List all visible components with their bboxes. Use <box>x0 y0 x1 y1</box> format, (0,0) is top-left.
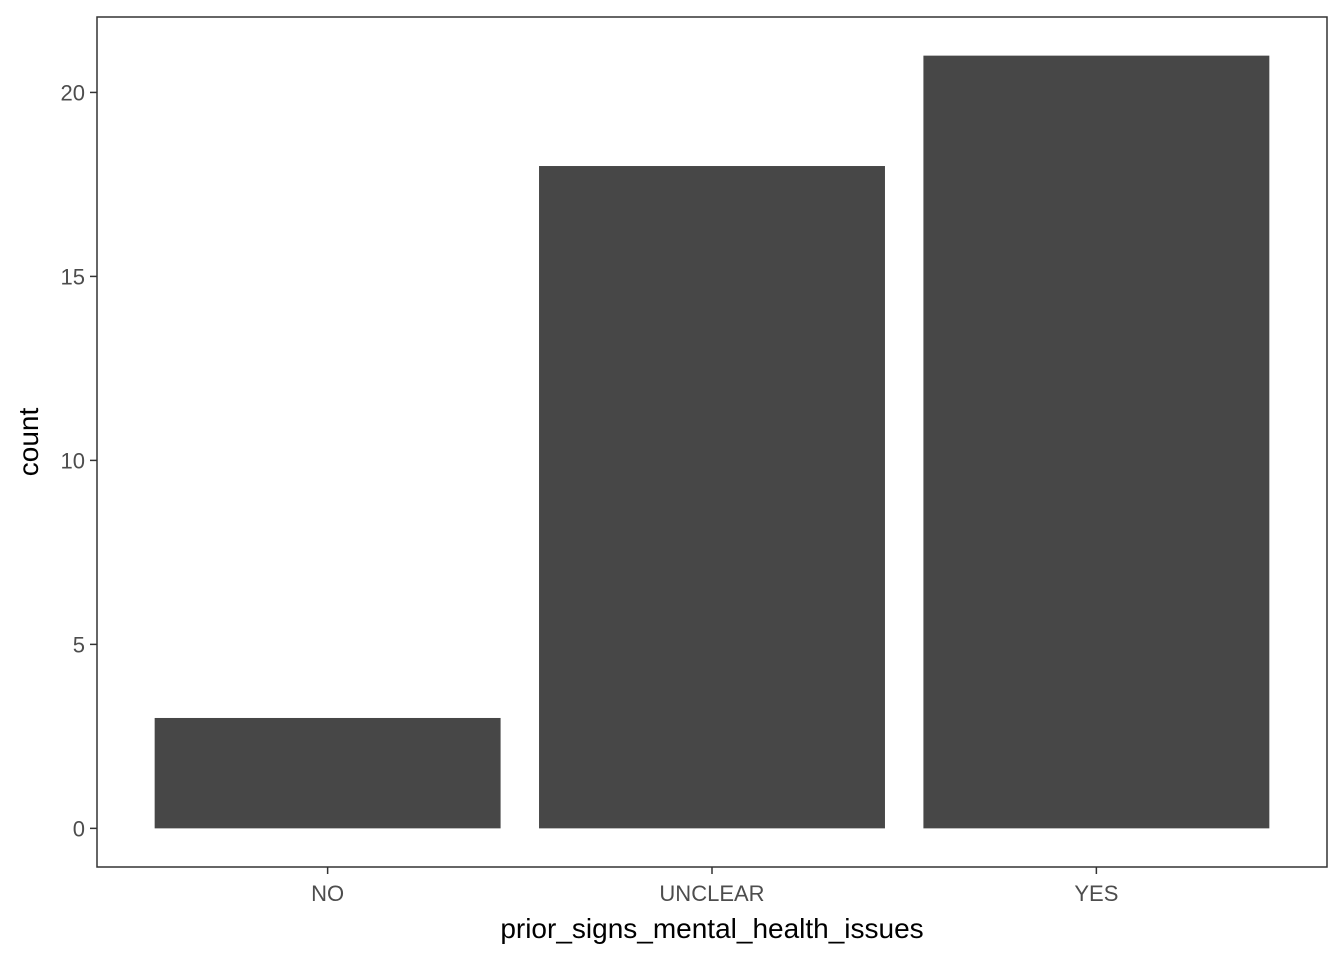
bar-no <box>154 717 501 829</box>
y-tick-label: 0 <box>73 816 85 841</box>
bar-unclear <box>539 166 885 829</box>
x-tick-label-unclear: UNCLEAR <box>659 881 764 906</box>
y-tick-label: 15 <box>61 264 85 289</box>
y-axis: 0 5 10 15 20 <box>61 80 97 841</box>
y-tick-label: 10 <box>61 448 85 473</box>
x-axis: NO UNCLEAR YES <box>311 867 1118 906</box>
x-axis-title: prior_signs_mental_health_issues <box>500 913 923 944</box>
y-tick-label: 20 <box>61 80 85 105</box>
bar-yes <box>923 55 1270 829</box>
y-tick-label: 5 <box>73 632 85 657</box>
x-tick-label-yes: YES <box>1074 881 1118 906</box>
bars-group <box>154 55 1270 829</box>
x-tick-label-no: NO <box>311 881 344 906</box>
y-axis-title: count <box>13 408 44 477</box>
